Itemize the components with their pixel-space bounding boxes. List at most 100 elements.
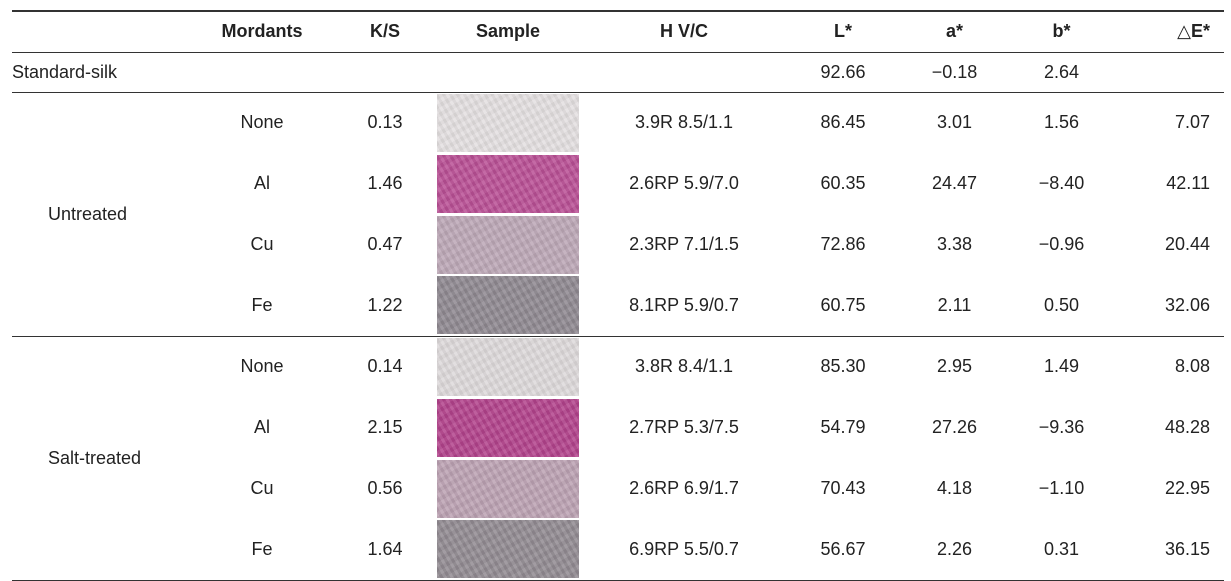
delta-e-cell: 42.11 [1166, 173, 1210, 193]
header-mordants: Mordants [221, 21, 303, 42]
ks-cell: 1.46 [367, 173, 403, 193]
sample-cell [433, 519, 583, 580]
mordant-cell: Cu [250, 234, 274, 254]
table-row: Fe 1.22 8.1RP 5.9/0.7 60.75 2.11 0.50 32.06 [12, 275, 1224, 336]
hvc-cell: 2.6RP 5.9/7.0 [629, 173, 739, 193]
l-cell: 85.30 [820, 356, 866, 377]
delta-e-cell: 36.15 [1164, 538, 1210, 559]
sample-cell [433, 153, 583, 214]
b-cell: −8.40 [1038, 173, 1085, 193]
hvc-cell: 8.1RP 5.9/0.7 [629, 294, 739, 315]
table-row: Al 1.46 2.6RP 5.9/7.0 60.35 24.47 −8.40 42.11 [12, 153, 1224, 214]
delta-e-cell: 32.06 [1164, 294, 1210, 315]
standard-mordant [187, 52, 337, 92]
l-cell: 86.45 [820, 112, 866, 133]
hvc-cell: 6.9RP 5.5/0.7 [629, 538, 739, 559]
header-ks: K/S [369, 21, 400, 42]
standard-a: −0.18 [931, 61, 978, 82]
l-cell: 54.79 [820, 417, 866, 437]
standard-label: Standard-silk [12, 61, 118, 82]
table-row: Cu 0.56 2.6RP 6.9/1.7 70.43 4.18 −1.10 22.95 [12, 458, 1224, 519]
hvc-cell: 2.3RP 7.1/1.5 [629, 234, 739, 254]
ks-cell: 0.56 [367, 478, 403, 498]
a-cell: 3.01 [936, 112, 973, 133]
sample-swatch [437, 154, 579, 213]
delta-e-cell: 8.08 [1174, 356, 1210, 377]
ks-cell: 0.13 [367, 112, 403, 133]
header-group [12, 11, 187, 52]
color-data-table: Mordants K/S Sample H V/C L* a* b* △E* S… [12, 10, 1224, 581]
header-b: b* [1052, 21, 1071, 42]
sample-cell [433, 214, 583, 275]
table-row: Untreated None 0.13 3.9R 8.5/1.1 86.45 3.01 1.… [12, 92, 1224, 224]
b-cell: 1.49 [1043, 356, 1080, 377]
standard-b: 2.64 [1043, 61, 1080, 82]
b-cell: −0.96 [1038, 234, 1085, 254]
l-cell: 60.35 [820, 173, 866, 193]
table-row: Salt-treated None 0.14 3.8R 8.4/1.1 85.30 2.9… [12, 336, 1224, 468]
header-a: a* [945, 21, 963, 42]
b-cell: −9.36 [1038, 417, 1085, 437]
header-l: L* [834, 21, 852, 42]
delta-e-cell: 22.95 [1164, 478, 1210, 498]
a-cell: 24.47 [931, 173, 978, 193]
l-cell: 72.86 [820, 234, 866, 254]
mordant-cell: None [240, 356, 284, 377]
header-hvc: H V/C [659, 21, 708, 42]
header-row: Mordants K/S Sample H V/C L* a* b* △E* [12, 11, 1224, 52]
mordant-cell: Fe [251, 538, 273, 559]
b-cell: 0.31 [1043, 538, 1080, 559]
a-cell: 27.26 [931, 417, 978, 437]
l-cell: 60.75 [820, 294, 866, 315]
a-cell: 2.95 [936, 356, 973, 377]
delta-e-cell: 48.28 [1164, 417, 1210, 437]
sample-cell [433, 336, 583, 397]
sample-cell [433, 397, 583, 458]
sample-cell [433, 458, 583, 519]
a-cell: 2.26 [936, 538, 973, 559]
header-sample: Sample [475, 21, 541, 42]
hvc-cell: 3.9R 8.5/1.1 [634, 112, 734, 133]
hvc-cell: 2.7RP 5.3/7.5 [629, 417, 739, 437]
table-row: Cu 0.47 2.3RP 7.1/1.5 72.86 3.38 −0.96 20.44 [12, 214, 1224, 275]
standard-hvc [583, 52, 785, 92]
mordant-cell: Cu [250, 478, 274, 498]
sample-cell [433, 92, 583, 153]
standard-sample [433, 52, 583, 92]
ks-cell: 1.64 [367, 538, 403, 559]
hvc-cell: 2.6RP 6.9/1.7 [629, 478, 739, 498]
standard-row: Standard-silk 92.66 −0.18 2.64 [12, 52, 1224, 92]
b-cell: 1.56 [1043, 112, 1080, 133]
sample-swatch [437, 93, 579, 152]
l-cell: 70.43 [820, 478, 866, 498]
b-cell: 0.50 [1043, 294, 1080, 315]
header-delta-e: △E* [1177, 21, 1210, 42]
ks-cell: 2.15 [367, 417, 403, 437]
delta-e-cell: 7.07 [1174, 112, 1210, 133]
hvc-cell: 3.8R 8.4/1.1 [634, 356, 734, 377]
ks-cell: 0.47 [367, 234, 403, 254]
table-row: Fe 1.64 6.9RP 5.5/0.7 56.67 2.26 0.31 36.15 [12, 519, 1224, 580]
ks-cell: 0.14 [367, 356, 403, 377]
group-label: Salt-treated [48, 447, 142, 468]
mordant-cell: Al [253, 173, 270, 193]
a-cell: 4.18 [936, 478, 973, 498]
group-label: Untreated [48, 203, 128, 224]
sample-swatch [437, 520, 579, 579]
sample-swatch [437, 459, 579, 518]
b-cell: −1.10 [1038, 478, 1085, 498]
l-cell: 56.67 [820, 538, 866, 559]
sample-swatch [437, 398, 579, 457]
table-row: Al 2.15 2.7RP 5.3/7.5 54.79 27.26 −9.36 48.28 [12, 397, 1224, 458]
sample-swatch [437, 215, 579, 274]
standard-ks [337, 52, 433, 92]
sample-cell [433, 275, 583, 336]
delta-e-cell: 20.44 [1164, 234, 1210, 254]
ks-cell: 1.22 [367, 294, 403, 315]
mordant-cell: None [240, 112, 284, 133]
sample-swatch [437, 276, 579, 335]
mordant-cell: Fe [251, 294, 273, 315]
mordant-cell: Al [253, 417, 270, 437]
a-cell: 2.11 [937, 294, 972, 315]
sample-swatch [437, 337, 579, 396]
